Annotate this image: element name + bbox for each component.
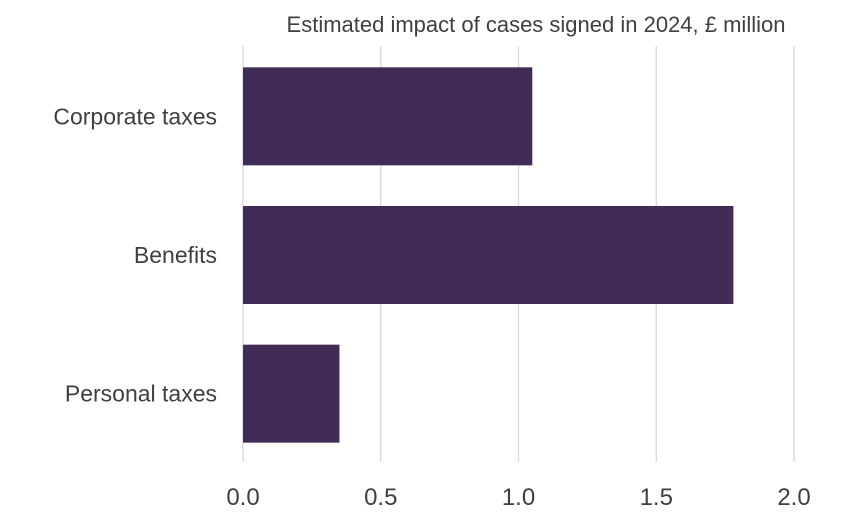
x-tick-label: 1.5 <box>640 484 673 511</box>
x-axis-tick-labels: 0.0 0.5 1.0 1.5 2.0 <box>226 484 810 511</box>
chart-title: Estimated impact of cases signed in 2024… <box>287 12 786 37</box>
x-tick-label: 0.0 <box>226 484 259 511</box>
bar-personal-taxes <box>243 344 340 443</box>
x-tick-label: 2.0 <box>777 484 810 511</box>
category-label: Personal taxes <box>65 381 217 407</box>
x-tick-label: 0.5 <box>364 484 397 511</box>
bar-benefits <box>243 206 734 304</box>
x-tick-label: 1.0 <box>502 484 535 511</box>
bar-corporate-taxes <box>243 67 533 166</box>
category-label: Corporate taxes <box>53 103 217 129</box>
category-label: Benefits <box>134 242 217 268</box>
category-labels: Corporate taxes Benefits Personal taxes <box>53 103 217 406</box>
bars <box>243 67 734 443</box>
